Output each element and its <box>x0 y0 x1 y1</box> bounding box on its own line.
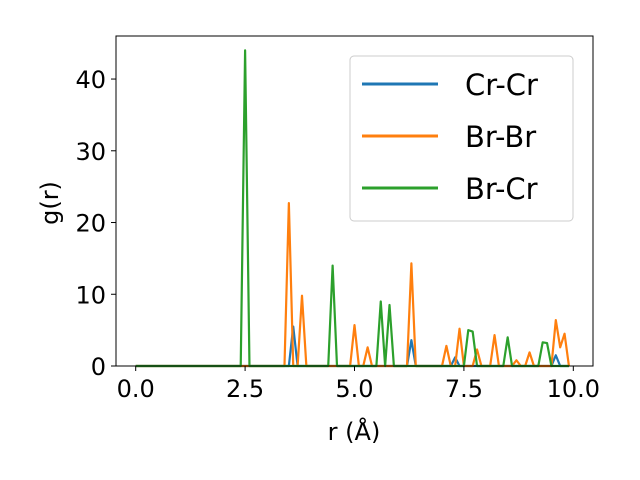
y-tick-label: 10 <box>75 281 106 309</box>
legend-label: Br-Br <box>465 120 536 154</box>
x-axis-title: r (Å) <box>328 417 381 446</box>
legend-label: Br-Cr <box>465 172 538 206</box>
legend-label: Cr-Cr <box>465 68 538 102</box>
legend-box <box>349 55 574 222</box>
x-tick-label: 2.5 <box>226 375 264 403</box>
x-axis: 0.0 2.5 5.0 7.5 10.0 <box>117 366 600 403</box>
y-axis-title: g(r) <box>36 181 64 225</box>
y-axis: 0 10 20 30 40 <box>75 66 116 381</box>
y-tick-label: 30 <box>75 138 106 166</box>
legend: Cr-Cr Br-Br Br-Cr <box>349 55 574 222</box>
y-tick-label: 0 <box>91 353 106 381</box>
y-tick-label: 40 <box>75 66 106 94</box>
x-tick-label: 5.0 <box>335 375 373 403</box>
x-tick-label: 0.0 <box>117 375 155 403</box>
x-tick-label: 7.5 <box>445 375 483 403</box>
x-tick-label: 10.0 <box>547 375 600 403</box>
series-line-br-br <box>135 202 571 368</box>
y-tick-label: 20 <box>75 210 106 238</box>
